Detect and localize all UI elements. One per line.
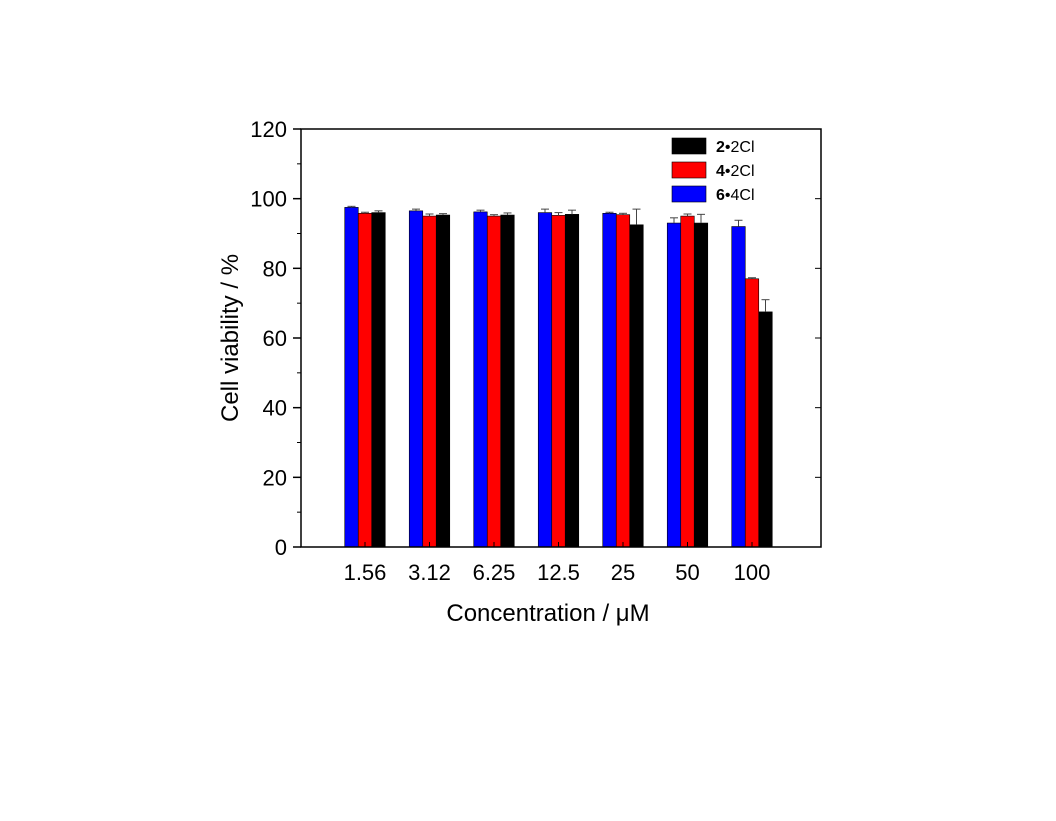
legend-label: 4•2Cl (716, 163, 755, 180)
error-bar (374, 210, 383, 213)
error-bar (632, 208, 641, 225)
bar-2-12_5 (564, 214, 580, 548)
error-bar (361, 211, 369, 214)
y-axis: 0 20 40 60 80 100 120 (250, 117, 821, 560)
error-bar (412, 208, 420, 211)
bar-4-6_25 (486, 215, 502, 548)
error-bar (554, 212, 563, 216)
legend-swatch (671, 185, 707, 203)
bar-2-25 (629, 224, 644, 548)
legend-item: 6•4Cl (671, 185, 755, 204)
bar-4-25 (615, 214, 631, 548)
legend-item: 4•2Cl (671, 161, 755, 180)
bar-4-100 (744, 278, 760, 548)
bar-6-50 (666, 222, 682, 548)
error-bar (748, 277, 756, 279)
bar-2-1_56 (371, 212, 386, 548)
y-tick-label: 20 (263, 465, 287, 490)
legend-swatch (671, 137, 707, 155)
bar-6-6_25 (473, 211, 488, 548)
bar-6-3_12 (408, 210, 424, 548)
bar-2-3_12 (435, 214, 451, 548)
x-tick-label: 6.25 (473, 560, 516, 585)
x-tick-label: 12.5 (537, 560, 580, 585)
bar-4-1_56 (357, 212, 373, 548)
legend-label-rest: •2Cl (725, 139, 755, 156)
x-tick-label: 50 (675, 560, 699, 585)
y-axis-title: Cell viability / % (217, 254, 244, 422)
legend-label-bold: 2 (716, 139, 725, 156)
y-tick-label: 80 (263, 256, 287, 281)
error-bar (761, 299, 770, 312)
bar-6-1_56 (344, 207, 359, 548)
error-bar (619, 212, 627, 215)
error-bar (697, 213, 705, 224)
bar-6-100 (731, 226, 746, 548)
y-tick-label: 120 (250, 117, 287, 142)
legend-label-rest: •2Cl (725, 163, 755, 180)
error-bar (734, 219, 743, 227)
legend-swatch (671, 161, 707, 179)
error-bar (503, 212, 512, 216)
bar-4-50 (680, 215, 695, 548)
legend-label-bold: 6 (716, 187, 725, 204)
bar-6-25 (602, 212, 617, 548)
error-bar (541, 208, 549, 213)
legend-label-bold: 4 (716, 163, 725, 180)
bar-2-6_25 (500, 214, 515, 548)
error-bar (425, 213, 434, 217)
x-tick-label: 3.12 (408, 560, 451, 585)
error-bar (476, 209, 485, 212)
legend-label: 2•2Cl (716, 139, 755, 156)
x-tick-label: 100 (734, 560, 771, 585)
bar-2-50 (693, 222, 709, 548)
y-tick-label: 0 (275, 535, 287, 560)
y-tick-label: 40 (263, 396, 287, 421)
legend-item: 2•2Cl (671, 137, 755, 156)
y-tick-label: 60 (263, 326, 287, 351)
error-bar (347, 205, 356, 208)
error-bar (568, 209, 576, 215)
bar-6-12_5 (537, 212, 553, 548)
bar-2-100 (758, 311, 773, 548)
x-axis: 1.56 3.12 6.25 12.5 25 50 100 (344, 542, 771, 585)
bars-layer (344, 207, 773, 548)
x-axis-title: Concentration / μM (446, 600, 649, 627)
error-bars-layer (347, 205, 770, 312)
y-tick-label: 100 (250, 187, 287, 212)
legend-label: 6•4Cl (716, 187, 755, 204)
error-bar (683, 213, 692, 217)
error-bar (439, 213, 447, 216)
bar-4-12_5 (551, 215, 566, 548)
error-bar (605, 211, 614, 214)
legend-label-rest: •4Cl (725, 187, 755, 204)
bar-4-3_12 (422, 215, 437, 548)
error-bar (670, 217, 678, 224)
x-tick-label: 25 (611, 560, 635, 585)
x-tick-label: 1.56 (344, 560, 387, 585)
error-bar (490, 214, 498, 217)
